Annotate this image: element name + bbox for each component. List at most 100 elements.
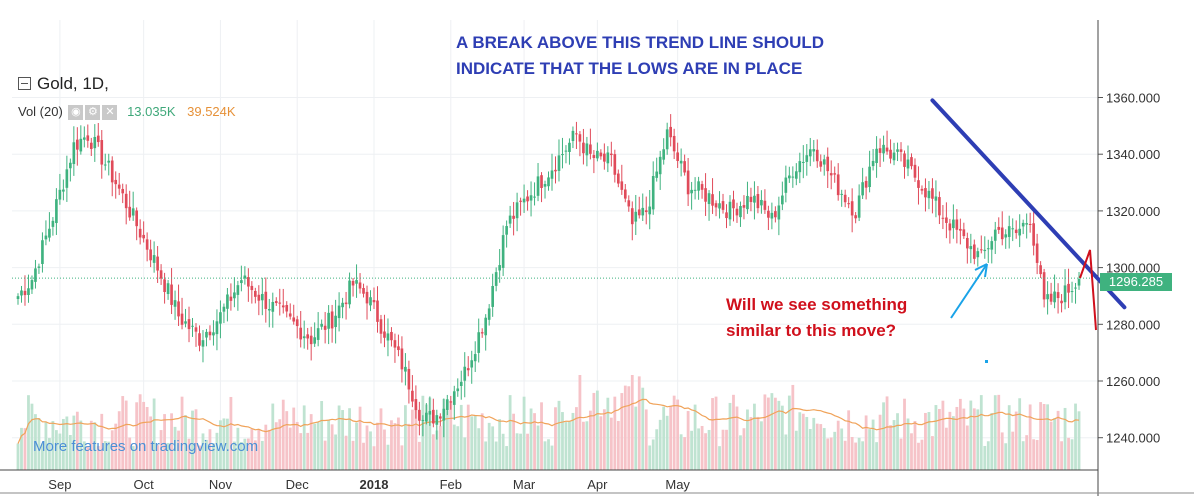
volume-bar bbox=[1074, 403, 1077, 470]
candle-body bbox=[58, 189, 62, 200]
candle-body bbox=[739, 206, 742, 218]
volume-bar bbox=[833, 431, 837, 470]
candle-body bbox=[854, 215, 857, 219]
volume-bar bbox=[358, 406, 362, 470]
candle-body bbox=[899, 149, 903, 152]
volume-bar bbox=[452, 424, 456, 470]
candle-body bbox=[630, 208, 634, 225]
volume-bar bbox=[798, 412, 802, 470]
close-icon[interactable]: ✕ bbox=[102, 105, 118, 121]
candle-body bbox=[449, 401, 453, 403]
candle-body bbox=[1070, 291, 1074, 293]
candle-body bbox=[540, 175, 543, 188]
candle-body bbox=[749, 196, 753, 203]
candle-body bbox=[194, 327, 198, 332]
volume-bar bbox=[505, 446, 509, 470]
candle-body bbox=[637, 209, 641, 216]
volume-bar bbox=[229, 396, 233, 470]
tradingview-watermark[interactable]: More features on tradingview.com bbox=[33, 438, 259, 455]
volume-bar bbox=[714, 396, 718, 470]
candle-body bbox=[86, 135, 90, 141]
vol-value: 13.035K bbox=[127, 104, 176, 119]
volume-bar bbox=[686, 411, 690, 470]
candle-body bbox=[362, 287, 365, 294]
volume-bar bbox=[82, 441, 86, 470]
candle-body bbox=[774, 211, 777, 218]
eye-icon[interactable]: ◉ bbox=[68, 105, 84, 121]
candle-body bbox=[1025, 223, 1028, 225]
volume-bar bbox=[829, 437, 833, 470]
volume-bar bbox=[920, 439, 924, 470]
volume-bar bbox=[616, 420, 620, 470]
candle-body bbox=[704, 188, 707, 202]
vol-label: Vol (20) bbox=[18, 104, 63, 119]
volume-bar bbox=[107, 441, 111, 470]
volume-bar bbox=[1000, 432, 1004, 470]
volume-bar bbox=[1007, 405, 1011, 470]
candle-body bbox=[917, 180, 920, 188]
volume-bar bbox=[344, 435, 348, 470]
volume-bar bbox=[599, 416, 603, 470]
candle-body bbox=[76, 139, 79, 150]
volume-bar bbox=[397, 417, 400, 470]
candle-body bbox=[201, 340, 205, 347]
volume-bar bbox=[1018, 398, 1022, 470]
volume-bar bbox=[93, 422, 97, 470]
candle-body bbox=[341, 302, 344, 308]
volume-bar bbox=[163, 414, 166, 470]
candle-body bbox=[526, 196, 529, 202]
candle-body bbox=[501, 235, 505, 268]
volume-bar bbox=[843, 440, 847, 470]
volume-bar bbox=[630, 375, 634, 470]
volume-bar bbox=[114, 423, 118, 470]
candle-body bbox=[993, 229, 997, 241]
candle-body bbox=[131, 208, 135, 216]
candle-body bbox=[288, 313, 292, 317]
candle-body bbox=[829, 173, 833, 176]
x-tick-label: Dec bbox=[286, 477, 310, 492]
candle-body bbox=[644, 210, 648, 213]
volume-bar bbox=[299, 433, 303, 470]
candle-body bbox=[906, 159, 910, 169]
volume-bar bbox=[683, 437, 687, 470]
volume-bar bbox=[1070, 439, 1074, 470]
volume-bar bbox=[826, 438, 830, 470]
candle-body bbox=[117, 184, 121, 189]
volume-bar bbox=[89, 420, 93, 470]
collapse-icon[interactable] bbox=[18, 77, 31, 90]
volume-bar bbox=[526, 433, 529, 470]
volume-bar bbox=[669, 405, 673, 470]
gear-icon[interactable]: ⚙ bbox=[85, 105, 101, 121]
candle-body bbox=[184, 321, 187, 324]
volume-bar bbox=[711, 398, 714, 470]
volume-bar bbox=[65, 416, 69, 470]
candle-body bbox=[358, 282, 362, 289]
volume-bar bbox=[700, 425, 704, 470]
y-tick-label: 1300.000 bbox=[1106, 261, 1160, 276]
candle-body bbox=[889, 149, 892, 159]
volume-bar bbox=[166, 442, 170, 470]
x-tick-label: Apr bbox=[587, 477, 608, 492]
candle-body bbox=[149, 249, 152, 261]
candle-body bbox=[281, 305, 285, 308]
candle-body bbox=[571, 130, 575, 141]
candle-body bbox=[990, 241, 994, 250]
volume-bar bbox=[742, 428, 746, 470]
volume-bar bbox=[390, 420, 393, 470]
volume-bar bbox=[348, 408, 351, 470]
volume-bar bbox=[672, 395, 676, 470]
candle-body bbox=[938, 197, 941, 216]
volume-bar bbox=[215, 432, 219, 470]
candle-body bbox=[205, 331, 208, 338]
candle-body bbox=[550, 170, 554, 179]
cyan-arrow bbox=[950, 263, 988, 319]
candle-body bbox=[512, 215, 515, 219]
candle-body bbox=[89, 142, 93, 149]
trend-line bbox=[930, 98, 1127, 310]
candle-body bbox=[278, 302, 282, 304]
volume-bar bbox=[595, 390, 599, 470]
candle-body bbox=[369, 297, 372, 306]
candle-body bbox=[972, 244, 976, 259]
volume-bar bbox=[1056, 410, 1060, 470]
volume-bar bbox=[819, 424, 823, 470]
